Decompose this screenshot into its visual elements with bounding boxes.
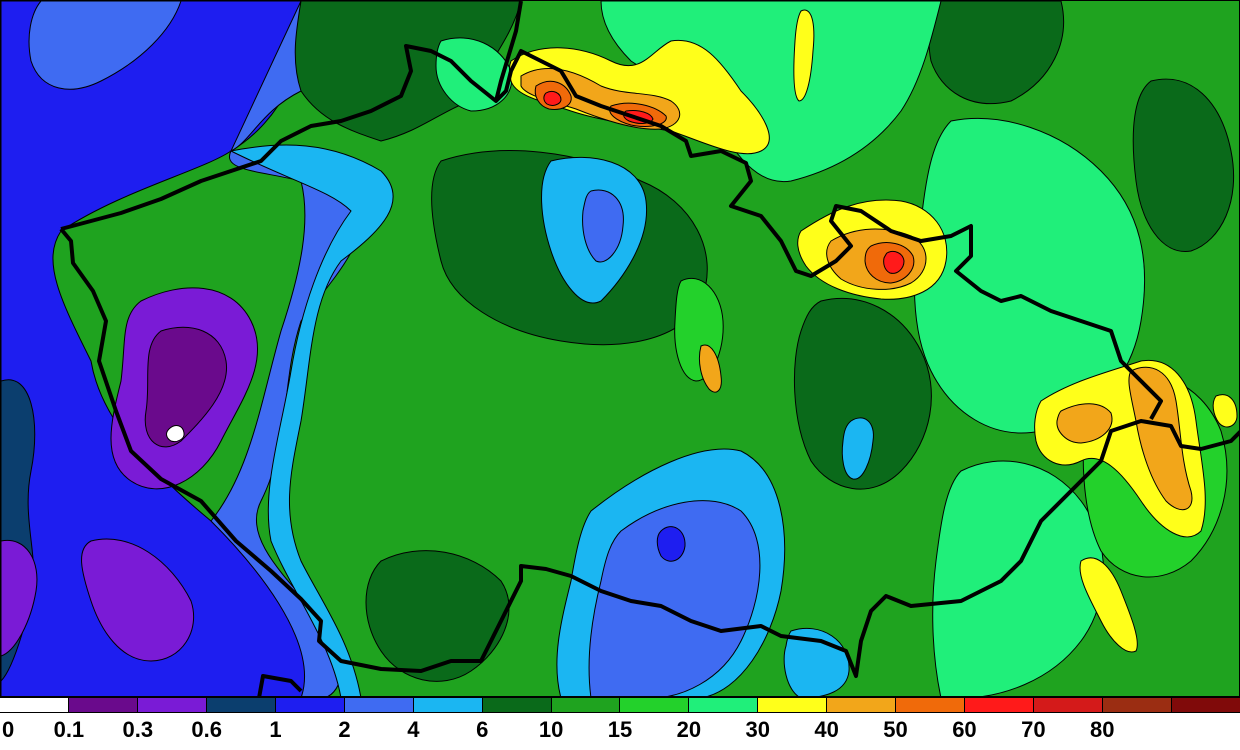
- region-6mm-south: [365, 550, 510, 682]
- region-30mm-southeast-streak: [1079, 557, 1138, 653]
- legend-tick-label: 50: [883, 717, 908, 742]
- legend-swatch: [827, 698, 897, 712]
- legend-tick-label: 0: [2, 717, 15, 742]
- region-40mm-central-streak: [698, 344, 722, 393]
- legend-tick-label: 20: [676, 717, 702, 742]
- country-border: [59, 227, 1239, 678]
- legend-tick-label: 4: [407, 717, 420, 742]
- region-2mm-central-pocket: [582, 189, 624, 263]
- country-border-north: [60, 44, 1163, 420]
- region-40mm-east-core: [1056, 403, 1113, 444]
- region-4mm-east-spot: [841, 417, 874, 480]
- region-0.3mm-west-3: [1, 539, 38, 657]
- legend-swatch: [0, 698, 69, 712]
- region-2mm-northwest: [28, 1, 182, 90]
- legend-labels: 0 0.1 0.3 0.6 1 2 4 6 10 15 20 30 40 50 60 70 80: [0, 715, 1240, 747]
- region-60mm-north-core: [543, 90, 562, 106]
- legend-tick-label: 0.6: [191, 717, 222, 742]
- region-30mm-north-streak: [793, 9, 815, 102]
- legend-tick-label: 2: [338, 717, 351, 742]
- legend: 0 0.1 0.3 0.6 1 2 4 6 10 15 20 30 40 50 60 70 80: [0, 697, 1240, 750]
- precipitation-map-canvas: [1, 1, 1239, 696]
- legend-swatch: [896, 698, 966, 712]
- legend-swatch: [344, 698, 414, 712]
- legend-swatch: [275, 698, 345, 712]
- border-stub-north: [494, 1, 523, 102]
- legend-swatch: [137, 698, 207, 712]
- legend-tick-label: 1: [269, 717, 282, 742]
- legend-swatch: [965, 698, 1035, 712]
- legend-swatch: [1103, 698, 1172, 712]
- legend-swatch: [413, 698, 483, 712]
- region-4mm-west-band: [229, 144, 394, 696]
- precipitation-map: [0, 0, 1240, 697]
- legend-tick-label: 0.1: [53, 717, 85, 742]
- region-20mm-north-strip: [435, 37, 513, 112]
- legend-tick-label: 6: [476, 717, 489, 742]
- region-20mm-southeast: [932, 460, 1104, 696]
- legend-swatch: [68, 698, 138, 712]
- region-0mm-spot: [166, 425, 185, 442]
- legend-tick-label: 60: [952, 717, 977, 742]
- legend-swatch: [551, 698, 621, 712]
- legend-tick-label: 80: [1089, 717, 1115, 742]
- region-0.3mm-west-2: [81, 538, 195, 662]
- legend-tick-label: 40: [814, 717, 839, 742]
- border-stub-south: [257, 674, 303, 696]
- region-60mm-northeast-core: [883, 250, 905, 274]
- region-0.1mm-west-1: [144, 326, 228, 448]
- legend-swatch: [206, 698, 276, 712]
- legend-swatch: [1034, 698, 1103, 712]
- region-6mm-far-east: [1132, 78, 1235, 252]
- legend-tick-label: 15: [607, 717, 633, 742]
- legend-tick-label: 0.3: [122, 717, 154, 742]
- region-30mm-east-edge: [1212, 394, 1238, 428]
- legend-swatch: [620, 698, 690, 712]
- legend-color-bar: [0, 697, 1240, 713]
- legend-tick-label: 30: [745, 717, 771, 742]
- legend-swatch: [758, 698, 828, 712]
- legend-tick-label: 70: [1021, 717, 1046, 742]
- legend-swatch: [689, 698, 759, 712]
- region-1mm-south-spot: [656, 526, 686, 562]
- region-2mm-south-pocket: [588, 500, 761, 696]
- legend-tick-label: 10: [538, 717, 564, 742]
- legend-swatch: [1171, 698, 1240, 712]
- legend-swatch: [482, 698, 552, 712]
- region-6mm-east-central: [793, 297, 932, 490]
